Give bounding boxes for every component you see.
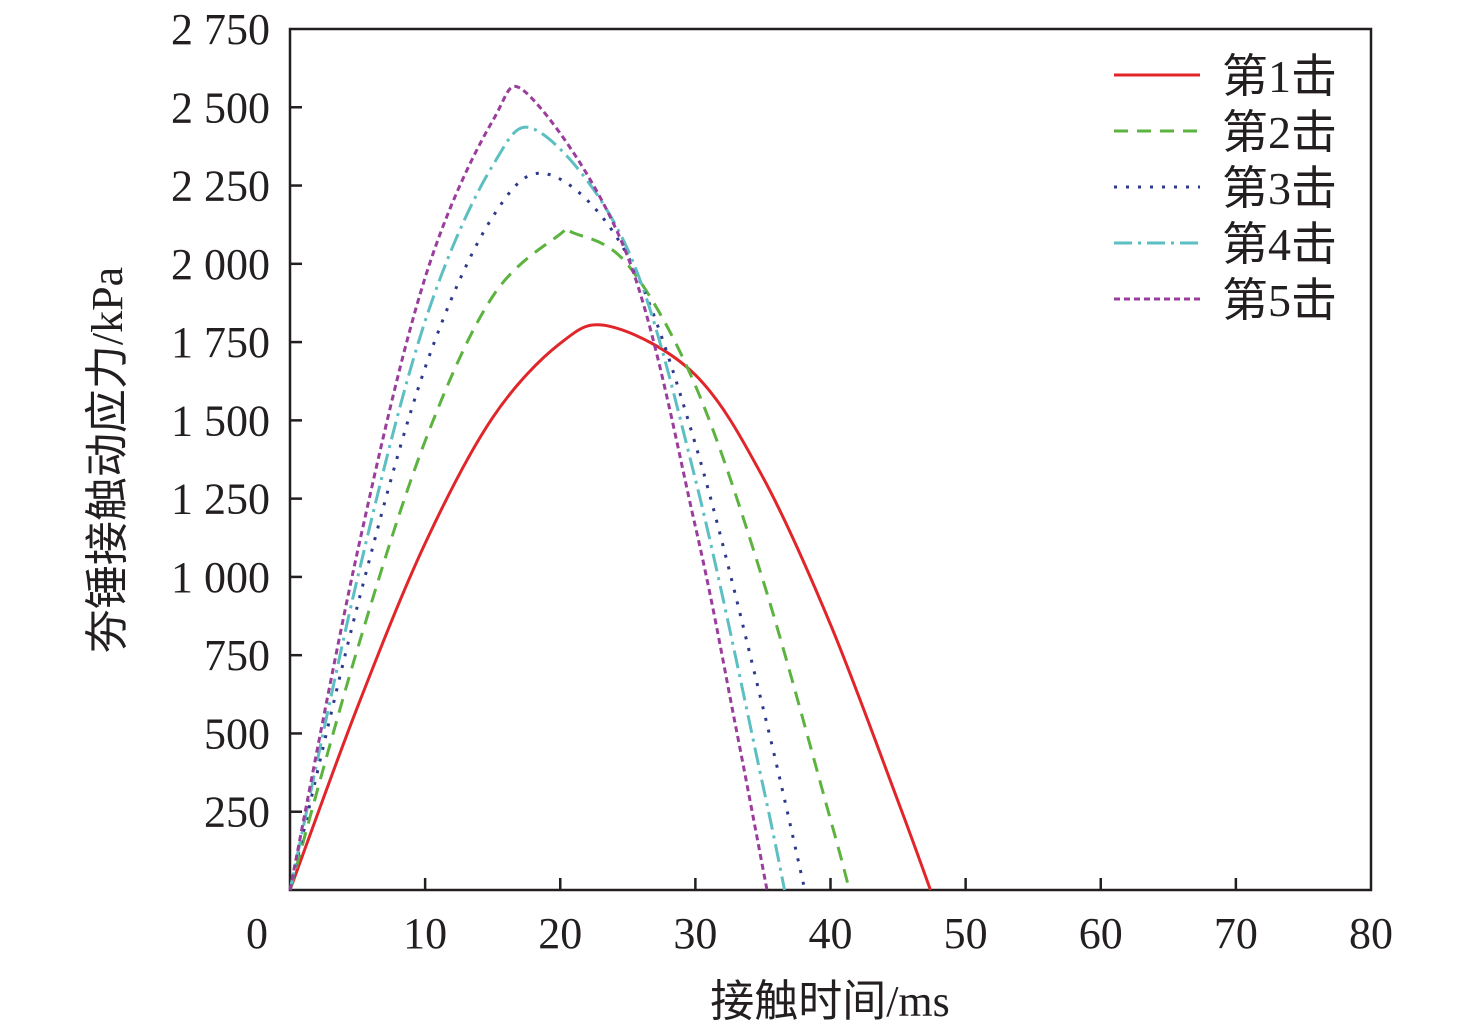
x-tick-label: 40: [809, 909, 853, 958]
y-tick-label: 2 500: [171, 83, 270, 132]
y-tick-label: 1 750: [171, 318, 270, 367]
x-tick-label: 50: [944, 909, 988, 958]
series-line-1: [288, 323, 932, 891]
x-tick-label: 70: [1214, 909, 1258, 958]
legend-label-2: 第2击: [1222, 107, 1337, 158]
y-tick-label: 2 250: [171, 162, 270, 211]
y-tick-label: 1 500: [171, 396, 270, 445]
y-tick-label: 2 000: [171, 240, 270, 289]
series-line-2: [288, 225, 851, 891]
series-line-5: [288, 84, 769, 891]
x-tick-label: 60: [1079, 909, 1123, 958]
x-tick-label: 80: [1349, 909, 1393, 958]
legend-label-3: 第3击: [1222, 163, 1337, 214]
legend-label-5: 第5击: [1222, 275, 1337, 326]
y-tick-label: 250: [204, 788, 270, 837]
legend-label-4: 第4击: [1222, 219, 1337, 270]
plot-frame: [288, 27, 1373, 892]
x-tick-label: 10: [403, 909, 447, 958]
y-tick-label: 750: [204, 631, 270, 680]
x-tick-label: 30: [673, 909, 717, 958]
y-tick-label: 1 250: [171, 475, 270, 524]
x-axis-label: 接触时间/ms: [710, 977, 950, 1026]
series-line-3: [288, 171, 807, 891]
x-tick-label: 0: [246, 909, 268, 958]
x-tick-label: 20: [538, 909, 582, 958]
y-axis-label: 夯锤接触动应力/kPa: [83, 267, 132, 653]
legend-label-1: 第1击: [1222, 51, 1337, 102]
series-line-4: [288, 125, 787, 891]
y-tick-label: 1 000: [171, 553, 270, 602]
y-tick-label: 500: [204, 709, 270, 758]
y-tick-label: 2 750: [171, 5, 270, 54]
